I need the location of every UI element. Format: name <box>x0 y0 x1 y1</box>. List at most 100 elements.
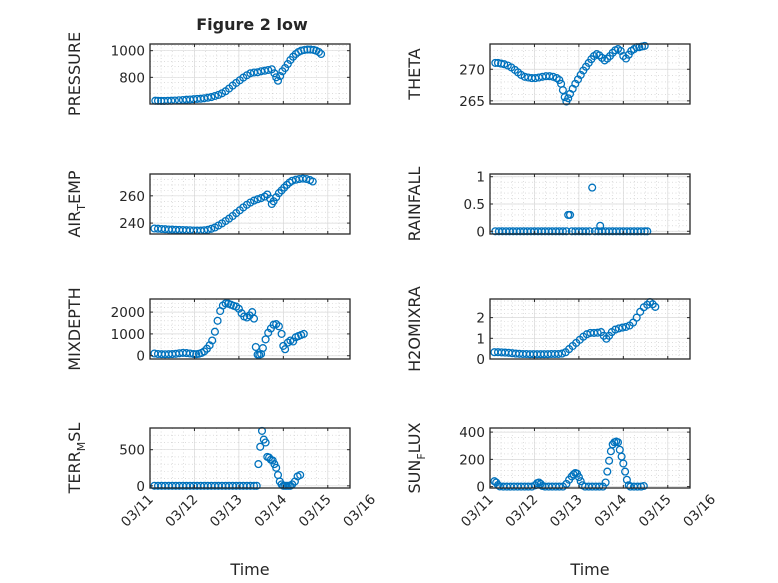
y-axis-label: PRESSURE <box>65 32 84 116</box>
y-tick-label: 0 <box>136 349 145 365</box>
subplot-pressure: 800 1000 PRESSURE <box>65 32 351 116</box>
x-tick-label: 03/16 <box>340 492 379 531</box>
data-point <box>277 329 286 338</box>
data-point <box>249 314 259 323</box>
y-axis-label: TERRMSL <box>65 423 88 495</box>
y-tick-label: 2000 <box>111 305 145 321</box>
subplot-theta: 265 270 THETA <box>405 41 691 110</box>
data-point <box>611 325 620 334</box>
data-point <box>558 227 567 236</box>
data-point <box>272 463 281 472</box>
data-point <box>557 349 567 358</box>
axes-frame <box>149 427 351 489</box>
data-point <box>257 194 266 203</box>
data-point <box>274 322 283 331</box>
x-tick-label: 03/11 <box>118 492 157 531</box>
data-point <box>256 442 265 451</box>
y-axis-label: RAINFALL <box>405 167 424 242</box>
y-tick-label: 0 <box>476 352 485 368</box>
subplot-air-temp: 240 260 AIRTEMP <box>65 170 351 238</box>
plot-area <box>490 44 690 104</box>
y-axis-label: MIXDEPTH <box>65 287 84 370</box>
data-point <box>281 63 290 73</box>
data-point <box>581 227 591 236</box>
x-tick-label: 03/15 <box>636 492 675 531</box>
y-tick-label: 200 <box>459 452 485 468</box>
y-tick-label: 265 <box>459 94 485 110</box>
x-tick-label: 03/14 <box>591 492 630 531</box>
data-point <box>585 227 594 236</box>
x-tick-label: 03/12 <box>162 492 201 531</box>
data-point <box>554 349 563 359</box>
y-tick-label: 800 <box>119 70 145 86</box>
y-tick-label: 400 <box>459 425 485 441</box>
data-point <box>221 299 230 308</box>
data-point <box>276 71 285 81</box>
data-point <box>619 459 628 468</box>
data-series <box>150 299 308 359</box>
y-tick-label: 240 <box>119 216 145 232</box>
data-point <box>622 475 631 484</box>
y-tick-label: 0 <box>136 479 145 495</box>
y-tick-label: 1 <box>476 170 485 186</box>
data-point <box>317 49 326 59</box>
data-point <box>564 94 573 103</box>
data-point <box>249 481 259 490</box>
data-point <box>203 225 212 234</box>
data-point <box>254 460 263 469</box>
data-point <box>574 473 583 482</box>
data-point <box>208 336 217 345</box>
data-point <box>258 344 267 353</box>
data-point <box>491 58 500 67</box>
data-point <box>595 482 604 491</box>
subplot-h2omixra: 0 1 2 H2OMIXRA <box>405 286 691 372</box>
data-series <box>490 298 660 359</box>
data-point <box>314 47 323 57</box>
y-tick-label: 0.5 <box>464 197 485 213</box>
data-point <box>651 302 660 311</box>
x-tick-label: 03/12 <box>502 492 541 531</box>
axes-frame <box>489 43 691 105</box>
data-point <box>555 75 564 85</box>
data-point <box>299 329 308 338</box>
data-point <box>263 190 272 199</box>
data-point <box>261 335 270 344</box>
subplot-terr-msl: 0 500 TERRMSL 03/11 03/12 03/13 03/14 03/15 03/1… <box>65 423 379 579</box>
data-point <box>283 59 292 69</box>
data-point <box>640 227 649 236</box>
x-tick-label: 03/14 <box>251 492 290 531</box>
y-tick-label: 0 <box>476 224 485 240</box>
y-tick-label: 1 <box>476 331 485 347</box>
axes-frame <box>149 173 351 235</box>
y-axis-label: SUNFLUX <box>405 422 428 493</box>
data-point <box>562 227 571 236</box>
data-point <box>632 313 641 322</box>
data-point <box>500 60 509 69</box>
data-point <box>288 176 297 185</box>
axes-frame <box>149 298 351 360</box>
data-point <box>261 438 270 447</box>
data-point <box>596 221 605 230</box>
data-point <box>253 195 262 204</box>
y-tick-label: 260 <box>119 189 145 205</box>
data-series <box>150 426 305 490</box>
data-series <box>490 437 648 491</box>
y-tick-label: 0 <box>476 480 485 496</box>
data-point <box>603 467 612 476</box>
y-tick-label: 2 <box>476 311 485 327</box>
y-tick-label: 500 <box>119 443 145 459</box>
data-point <box>252 481 261 490</box>
data-point <box>555 482 564 491</box>
data-point <box>613 438 623 447</box>
data-point <box>189 349 198 359</box>
data-point <box>640 41 649 50</box>
x-tick-label: 03/16 <box>680 492 719 531</box>
data-point <box>267 65 276 74</box>
data-point <box>576 477 585 486</box>
y-tick-label: 1000 <box>111 44 145 60</box>
data-point <box>601 478 610 487</box>
data-point <box>286 481 295 490</box>
data-point <box>593 328 602 337</box>
data-point <box>296 470 305 480</box>
y-tick-label: 1000 <box>111 327 145 343</box>
